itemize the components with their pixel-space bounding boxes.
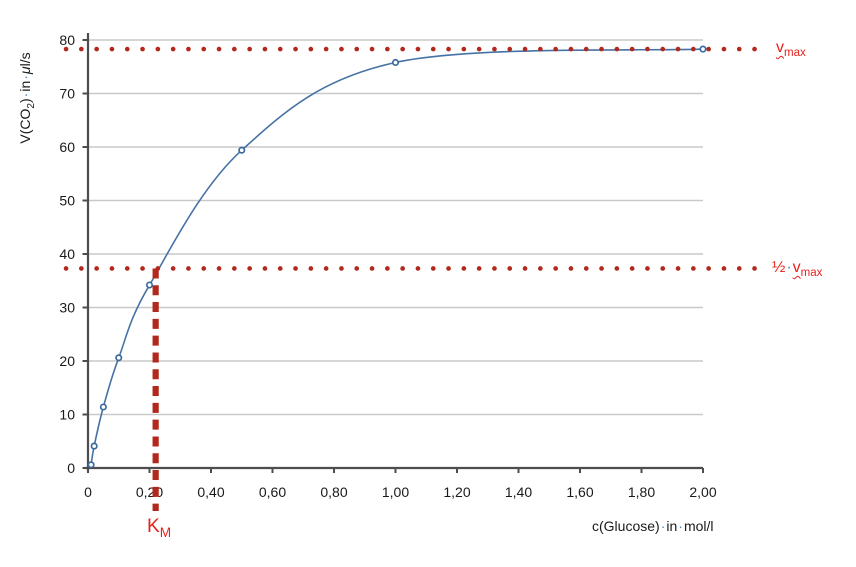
data-point-marker <box>90 442 98 450</box>
space-format-mark: · <box>786 259 792 276</box>
vmax-subscript: max <box>800 267 823 280</box>
km-subscript: M <box>159 524 172 540</box>
space-format-mark: · <box>678 518 683 534</box>
space-format-mark: · <box>17 92 34 98</box>
y-tick-label: 40 <box>59 246 75 262</box>
data-point-marker <box>699 45 707 53</box>
x-title-part: in <box>666 518 678 534</box>
half-vmax-annotation-label: ½·vmax <box>772 259 822 279</box>
y-title-part: l/s <box>17 52 34 67</box>
x-tick-label: 1,00 <box>382 484 409 500</box>
y-axis-title: V(CO2)·in·μl/s <box>17 52 37 143</box>
data-point-marker <box>145 281 154 289</box>
mu-symbol: μ <box>17 66 34 75</box>
vmax-subscript: max <box>784 47 806 60</box>
vmax-symbol: v <box>776 39 784 56</box>
data-point-marker <box>115 354 123 362</box>
space-format-mark: · <box>660 518 666 534</box>
x-tick-label: 1,20 <box>443 484 470 500</box>
y-title-part: in <box>17 80 34 92</box>
space-format-mark: · <box>17 75 34 80</box>
y-tick-label: 50 <box>59 193 75 209</box>
half-fraction: ½ <box>772 259 786 276</box>
y-tick-label: 70 <box>59 86 75 102</box>
y-tick-label: 60 <box>59 139 75 155</box>
x-tick-label: 0,80 <box>320 484 347 500</box>
data-curve <box>90 48 704 465</box>
data-point-marker <box>391 58 400 67</box>
x-title-part: mol/l <box>683 518 714 534</box>
x-tick-label: 1,60 <box>566 484 593 500</box>
y-tick-label: 80 <box>59 32 75 48</box>
km-annotation-label: KM <box>147 516 171 540</box>
x-tick-label: 1,40 <box>505 484 532 500</box>
x-axis-title: c(Glucose)·in·mol/l <box>592 518 714 534</box>
y-title-part: ) <box>17 98 34 103</box>
y-tick-label: 30 <box>59 300 75 316</box>
data-point-marker <box>87 461 95 469</box>
data-point-marker <box>99 403 107 411</box>
x-tick-label: 2,00 <box>689 484 716 500</box>
y-tick-label: 10 <box>59 407 75 423</box>
vmax-symbol: v <box>792 259 801 276</box>
x-tick-label: 0,60 <box>259 484 286 500</box>
y-tick-label: 0 <box>67 460 75 476</box>
x-tick-label: 0,40 <box>197 484 224 500</box>
x-tick-label: 1,80 <box>628 484 655 500</box>
km-symbol: K <box>147 516 160 537</box>
x-tick-label: 0 <box>84 484 92 500</box>
x-tick-label: 0,20 <box>136 484 163 500</box>
y-title-subscript: 2 <box>25 102 37 109</box>
vmax-annotation-label: vmax <box>776 39 806 59</box>
y-tick-label: 20 <box>59 353 75 369</box>
y-title-part: V(CO <box>17 108 34 144</box>
x-title-part: c(Glucose) <box>592 518 660 534</box>
data-point-marker <box>238 146 246 154</box>
